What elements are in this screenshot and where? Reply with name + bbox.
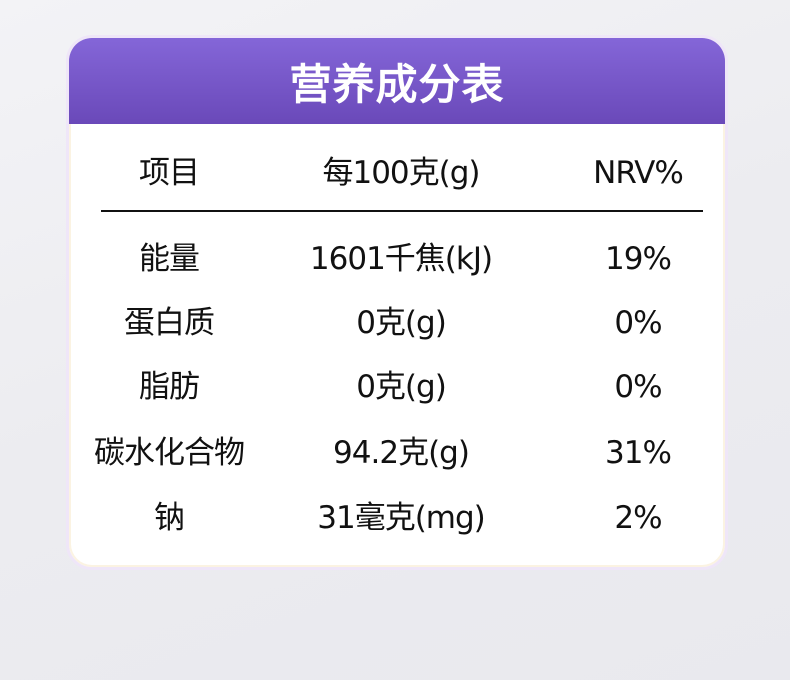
nutrient-amount: 31毫克(mg) bbox=[317, 500, 486, 536]
nutrient-name: 钠 bbox=[154, 500, 185, 536]
card-title: 营养成分表 bbox=[289, 59, 505, 109]
nutrient-amount: 0克(g) bbox=[356, 305, 447, 341]
nutrient-amount: 94.2克(g) bbox=[333, 435, 470, 471]
nutrient-nrv: 2% bbox=[614, 500, 662, 536]
column-header-per-100g: 每100克(g) bbox=[322, 155, 480, 191]
nutrient-name: 碳水化合物 bbox=[94, 435, 245, 471]
nutrient-name: 脂肪 bbox=[139, 369, 200, 405]
nutrient-name: 蛋白质 bbox=[124, 305, 215, 341]
nutrient-name: 能量 bbox=[139, 241, 200, 277]
header-divider bbox=[101, 210, 703, 212]
column-header-nrv: NRV% bbox=[593, 155, 684, 191]
table-row: 碳水化合物 94.2克(g) 31% bbox=[69, 433, 725, 473]
nutrient-amount: 1601千焦(kJ) bbox=[309, 241, 493, 277]
nutrition-facts-card: 营养成分表 项目 每100克(g) NRV% 能量 1601千焦(kJ) 19%… bbox=[66, 35, 728, 570]
table-row: 蛋白质 0克(g) 0% bbox=[69, 303, 725, 343]
table-header-row: 项目 每100克(g) NRV% bbox=[69, 153, 725, 193]
card-header: 营养成分表 bbox=[69, 38, 725, 124]
nutrient-nrv: 19% bbox=[605, 241, 672, 277]
nutrient-nrv: 0% bbox=[614, 369, 662, 405]
table-row: 钠 31毫克(mg) 2% bbox=[69, 498, 725, 538]
table-row: 能量 1601千焦(kJ) 19% bbox=[69, 239, 725, 279]
column-header-item: 项目 bbox=[139, 155, 200, 191]
nutrient-amount: 0克(g) bbox=[356, 369, 447, 405]
nutrient-nrv: 31% bbox=[605, 435, 672, 471]
nutrient-nrv: 0% bbox=[614, 305, 662, 341]
table-row: 脂肪 0克(g) 0% bbox=[69, 367, 725, 407]
